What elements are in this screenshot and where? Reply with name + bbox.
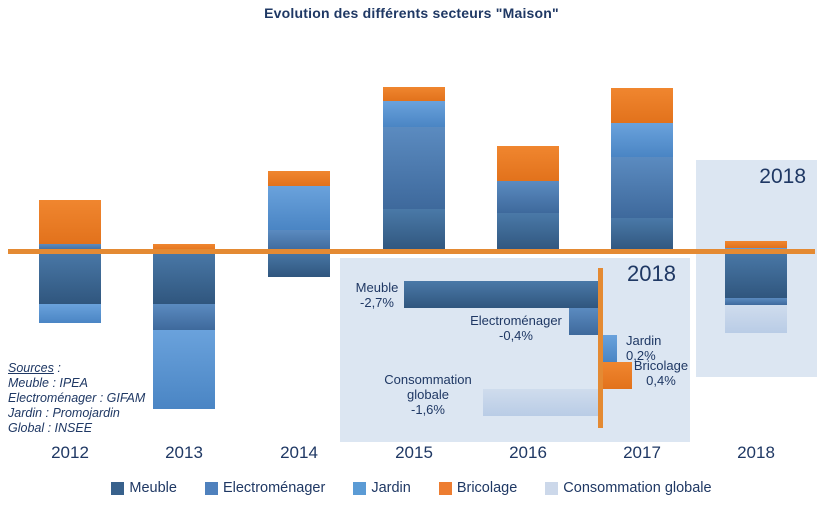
inset-bar-bricolage: [603, 362, 632, 389]
legend-swatch-bricolage: [438, 481, 452, 495]
sources-note: Sources : Meuble : IPEA Electroménager : …: [8, 361, 145, 436]
legend-label: Meuble: [129, 480, 177, 496]
bar-segment-bricolage-2014: [268, 170, 330, 187]
bar-segment-electromenager-2012: [39, 244, 101, 251]
inset-label-text: Bricolage: [633, 358, 689, 373]
inset-value-label: -1,6%: [411, 402, 445, 417]
inset-label-jardin: Jardin 0,2%: [626, 333, 690, 363]
inset-bar-jardin: [603, 335, 618, 362]
bar-segment-meuble-2012: [39, 251, 101, 304]
bar-segment-bricolage-2015: [383, 86, 445, 101]
chart-title: Evolution des différents secteurs "Maiso…: [264, 5, 559, 21]
highlight-box-year-label: 2018: [759, 165, 806, 188]
inset-value-label: 0,2%: [626, 348, 656, 363]
x-axis-label-2018: 2018: [737, 443, 775, 462]
inset-label-text: Electroménager: [470, 313, 562, 328]
bar-segment-electromenager-2018: [725, 298, 787, 306]
bar-segment-bricolage-2016: [497, 146, 559, 181]
inset-label-text: Meuble: [355, 280, 399, 295]
inset-label-electromenager: Electroménager -0,4%: [458, 313, 574, 343]
inset-label-conso: Consommation globale -1,6%: [376, 372, 480, 417]
chart-legend: Meuble Electroménager Jardin Bricolage Conso…: [0, 480, 823, 496]
sources-heading: Sources :: [8, 361, 61, 375]
legend-label: Bricolage: [456, 480, 518, 496]
x-axis-label-2015: 2015: [395, 443, 433, 462]
bar-segment-jardin-2012: [39, 303, 101, 323]
legend-swatch-electromenager: [204, 481, 218, 495]
legend-item-jardin: Jardin: [353, 480, 411, 496]
inset-bar-conso: [482, 389, 598, 416]
legend-swatch-conso: [545, 481, 559, 495]
inset-value-label: -2,7%: [360, 295, 394, 310]
inset-label-bricolage: Bricolage 0,4%: [628, 358, 694, 388]
bar-segment-electromenager-2015: [383, 126, 445, 209]
bar-segment-electromenager-2014: [268, 230, 330, 251]
bar-segment-jardin-2013: [153, 329, 215, 409]
bar-segment-jardin-2017: [611, 123, 673, 157]
zero-axis-line: [8, 249, 815, 254]
bar-segment-meuble-2017: [611, 217, 673, 251]
legend-label: Jardin: [371, 480, 411, 496]
source-line: Global : INSEE: [8, 421, 93, 435]
x-axis-label-2013: 2013: [165, 443, 203, 462]
legend-label: Electroménager: [222, 480, 326, 496]
source-line: Electroménager : GIFAM: [8, 391, 146, 405]
bar-segment-jardin-2014: [268, 186, 330, 230]
x-axis-label-2016: 2016: [509, 443, 547, 462]
x-axis-label-2017: 2017: [623, 443, 661, 462]
bar-segment-meuble-2014: [268, 251, 330, 278]
legend-swatch-meuble: [111, 481, 125, 495]
bar-segment-meuble-2018: [725, 251, 787, 299]
bar-segment-jardin-2015: [383, 100, 445, 127]
source-line: Meuble : IPEA: [8, 376, 88, 390]
inset-panel-2018: 2018 Meuble -2,7% Electroménager -0,4% Jardi…: [340, 258, 690, 442]
legend-item-conso: Consommation globale: [545, 480, 712, 496]
bar-segment-bricolage-2018: [725, 240, 787, 248]
sources-lines: Meuble : IPEA Electroménager : GIFAM Jardi…: [8, 376, 145, 436]
inset-zero-axis-line: [598, 268, 603, 428]
legend-item-meuble: Meuble: [111, 480, 177, 496]
bar-segment-bricolage-2013: [153, 244, 215, 251]
bar-segment-conso-2018: [725, 305, 787, 334]
bar-segment-meuble-2013: [153, 251, 215, 304]
bar-segment-meuble-2016: [497, 212, 559, 251]
legend-swatch-jardin: [353, 481, 367, 495]
inset-bar-meuble: [403, 281, 598, 308]
legend-item-bricolage: Bricolage: [438, 480, 518, 496]
legend-item-electromenager: Electroménager: [204, 480, 326, 496]
inset-value-label: -0,4%: [499, 328, 533, 343]
bar-segment-electromenager-2017: [611, 156, 673, 218]
inset-value-label: 0,4%: [646, 373, 676, 388]
inset-label-text: Consommation: [384, 372, 472, 387]
x-axis-label-2014: 2014: [280, 443, 318, 462]
x-axis-label-2012: 2012: [51, 443, 89, 462]
inset-label-meuble: Meuble -2,7%: [348, 280, 406, 310]
inset-label-text: Jardin: [626, 333, 662, 348]
bar-segment-electromenager-2013: [153, 303, 215, 330]
bar-segment-bricolage-2017: [611, 88, 673, 124]
inset-label-text: globale: [407, 387, 449, 402]
legend-label: Consommation globale: [563, 480, 712, 496]
bar-segment-meuble-2015: [383, 209, 445, 251]
source-line: Jardin : Promojardin: [8, 406, 120, 420]
bar-segment-bricolage-2012: [39, 200, 101, 244]
inset-bar-electromenager: [569, 308, 598, 335]
bar-segment-electromenager-2016: [497, 181, 559, 213]
inset-panel-year-label: 2018: [627, 261, 676, 286]
